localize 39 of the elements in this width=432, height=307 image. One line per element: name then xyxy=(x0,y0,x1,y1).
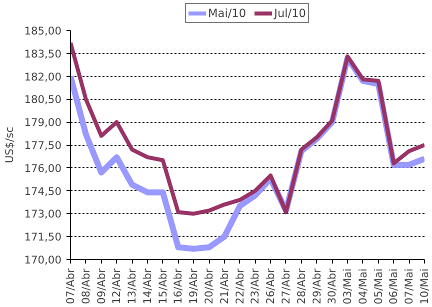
x-tick-label: 07/Abr xyxy=(64,268,77,304)
x-tick-label: 22/Abr xyxy=(233,268,246,304)
x-tick-label: 23/Abr xyxy=(248,268,262,304)
y-tick-label: 170,00 xyxy=(24,254,62,266)
x-tick-label: 10/Mai xyxy=(418,268,431,304)
x-tick-label: 29/Abr xyxy=(310,268,324,304)
x-tick-label: 12/Abr xyxy=(110,268,124,304)
x-tick-label: 16/Abr xyxy=(172,268,185,304)
x-tick-label: 27/Abr xyxy=(279,268,292,304)
x-tick-label: 13/Abr xyxy=(126,268,139,304)
y-tick-label: 174,50 xyxy=(24,184,62,198)
y-tick-label: 177,50 xyxy=(24,139,62,152)
y-tick-label: 182,00 xyxy=(24,70,62,84)
y-tick-label: 179,00 xyxy=(24,116,62,130)
x-tick-label: 15/Abr xyxy=(156,268,170,304)
x-tick-label: 03/Mai xyxy=(341,268,354,304)
y-tick-label: 185,00 xyxy=(24,24,62,38)
legend-label: Jul/10 xyxy=(274,6,306,20)
x-tick-label: 04/Mai xyxy=(356,268,370,304)
x-tick-label: 28/Abr xyxy=(294,268,308,304)
x-tick-label: 14/Abr xyxy=(140,268,154,304)
x-tick-label: 07/Mai xyxy=(402,268,416,304)
legend-label: Mai/10 xyxy=(208,6,246,20)
x-tick-label: 30/Abr xyxy=(326,268,339,304)
x-tick-label: 05/Mai xyxy=(372,268,385,304)
y-tick-label: 176,00 xyxy=(24,162,62,175)
y-tick-label: 183,50 xyxy=(24,47,62,60)
y-tick-label: 173,00 xyxy=(24,208,62,221)
x-tick-label: 21/Abr xyxy=(218,268,231,304)
x-tick-label: 06/Mai xyxy=(387,268,400,304)
y-tick-label: 180,50 xyxy=(24,93,62,106)
x-tick-label: 20/Abr xyxy=(202,268,216,304)
x-tick-label: 09/Abr xyxy=(94,268,108,304)
y-axis-title: US$/sc xyxy=(3,126,16,164)
x-tick-label: 26/Abr xyxy=(264,268,278,304)
y-tick-label: 171,50 xyxy=(24,230,62,244)
x-tick-label: 19/Abr xyxy=(187,268,200,304)
x-tick-label: 08/Abr xyxy=(79,268,92,304)
line-series xyxy=(70,40,424,216)
